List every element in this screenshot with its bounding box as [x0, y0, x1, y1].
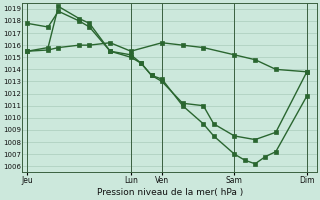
X-axis label: Pression niveau de la mer( hPa ): Pression niveau de la mer( hPa ): [97, 188, 243, 197]
